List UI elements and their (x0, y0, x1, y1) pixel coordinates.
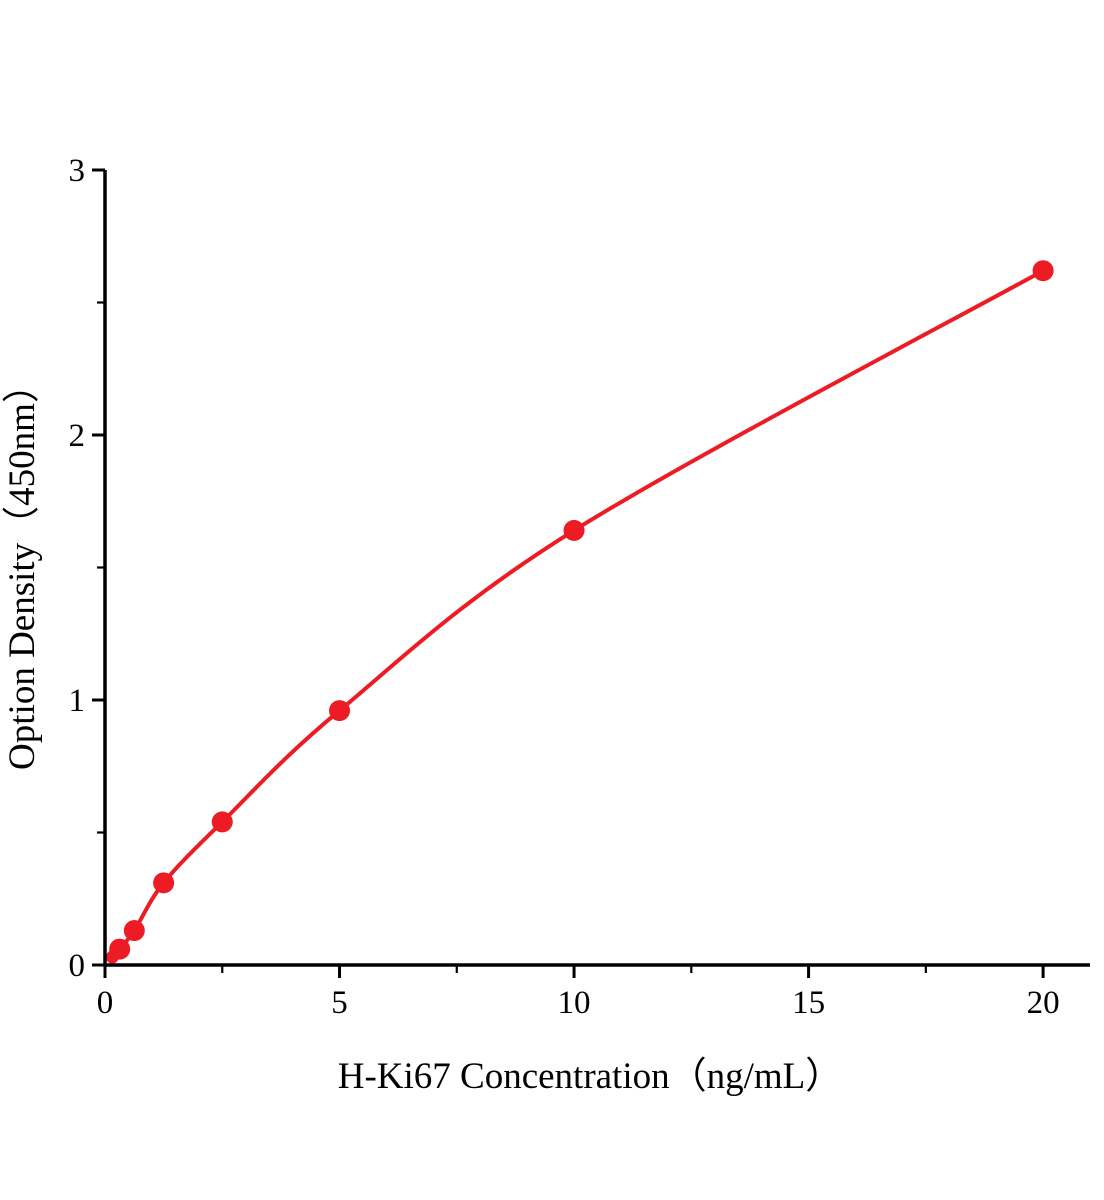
axes-layer (103, 170, 1090, 967)
data-point (109, 938, 131, 960)
y-axis-label: Option Density（450nm） (2, 366, 43, 770)
x-axis-label: H-Ki67 Concentration（ng/mL） (338, 1056, 843, 1097)
data-point (329, 700, 351, 722)
data-point (1032, 260, 1054, 282)
y-tick-label: 1 (69, 683, 86, 719)
x-tick-label: 10 (558, 985, 591, 1021)
y-tick-label: 3 (69, 153, 86, 189)
data-point (563, 519, 585, 541)
x-tick-label: 5 (331, 985, 348, 1021)
ticks-layer (92, 168, 1045, 978)
x-tick-label: 20 (1027, 985, 1060, 1021)
x-tick-label: 15 (792, 985, 825, 1021)
data-point (123, 920, 145, 942)
y-tick-label: 0 (69, 948, 86, 984)
data-point (211, 811, 233, 833)
y-tick-label: 2 (69, 418, 86, 454)
data-point (153, 872, 175, 894)
series-layer (105, 260, 1054, 964)
x-tick-label: 0 (97, 985, 114, 1021)
standard-curve-line (110, 268, 1046, 960)
tick-labels-layer: 0 5 10 15 20 0 1 2 3 (69, 153, 1060, 1021)
